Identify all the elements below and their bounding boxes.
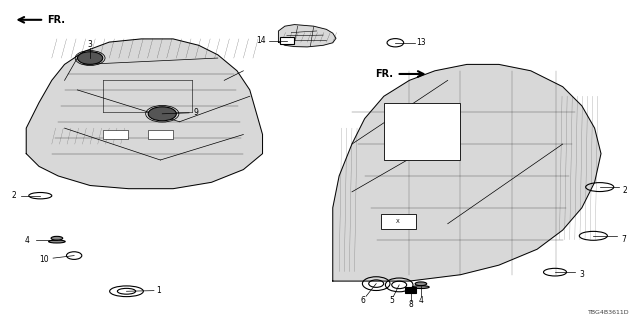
Text: 4: 4 xyxy=(25,236,30,245)
Text: 5: 5 xyxy=(389,296,394,305)
Text: TBG4B3611D: TBG4B3611D xyxy=(588,309,630,315)
Text: FR.: FR. xyxy=(375,69,393,79)
Polygon shape xyxy=(278,25,336,47)
Text: 14: 14 xyxy=(257,36,266,45)
Bar xyxy=(381,214,416,228)
Bar xyxy=(148,130,173,139)
Ellipse shape xyxy=(148,107,176,121)
Bar xyxy=(280,37,294,44)
Ellipse shape xyxy=(49,240,65,243)
Text: 3: 3 xyxy=(579,270,584,279)
Text: X: X xyxy=(396,219,400,224)
Polygon shape xyxy=(26,39,262,189)
Text: 7: 7 xyxy=(621,235,626,244)
Text: 2: 2 xyxy=(11,191,16,200)
Polygon shape xyxy=(333,64,601,281)
Text: FR.: FR. xyxy=(47,15,65,25)
Text: 9: 9 xyxy=(193,108,198,117)
Bar xyxy=(384,103,461,160)
Text: 8: 8 xyxy=(408,300,413,309)
Text: 3: 3 xyxy=(88,40,93,49)
Ellipse shape xyxy=(415,282,427,286)
Text: 4: 4 xyxy=(419,296,423,305)
Text: 10: 10 xyxy=(39,255,49,264)
Text: 2: 2 xyxy=(623,186,628,195)
Ellipse shape xyxy=(413,286,429,289)
Ellipse shape xyxy=(77,52,103,64)
Bar xyxy=(405,287,417,293)
Text: 13: 13 xyxy=(416,38,426,47)
Text: 1: 1 xyxy=(157,286,161,295)
Ellipse shape xyxy=(51,236,63,240)
Text: 6: 6 xyxy=(361,296,366,305)
Bar xyxy=(103,130,129,139)
